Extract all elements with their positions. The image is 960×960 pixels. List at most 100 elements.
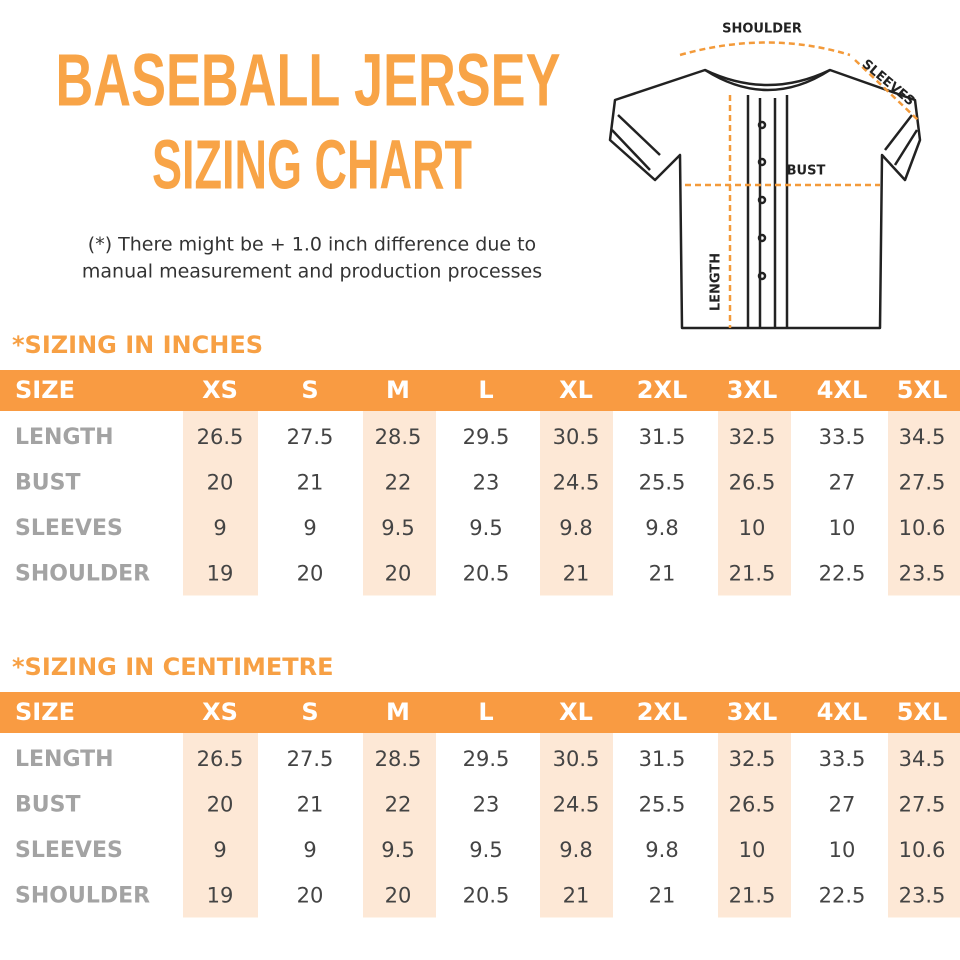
row-label: LENGTH bbox=[15, 747, 114, 772]
cell-value: 21 bbox=[297, 471, 324, 495]
cell-value: 26.5 bbox=[197, 747, 244, 771]
column-header: M bbox=[386, 698, 410, 726]
cell-value: 20 bbox=[385, 562, 412, 586]
cell-value: 20.5 bbox=[463, 562, 510, 586]
cell-value: 9.5 bbox=[469, 516, 502, 540]
cell-value: 9.5 bbox=[381, 838, 414, 862]
cell-value: 34.5 bbox=[899, 747, 946, 771]
row-label: SHOULDER bbox=[15, 562, 150, 587]
cell-value: 9.8 bbox=[559, 516, 592, 540]
cell-value: 20 bbox=[297, 562, 324, 586]
jersey-diagram bbox=[608, 41, 922, 330]
cell-value: 26.5 bbox=[729, 793, 776, 817]
cell-value: 10.6 bbox=[899, 838, 946, 862]
cell-value: 21 bbox=[563, 562, 590, 586]
cell-value: 9.8 bbox=[559, 838, 592, 862]
column-header: XS bbox=[202, 698, 238, 726]
cell-value: 23 bbox=[473, 471, 500, 495]
cell-value: 32.5 bbox=[729, 747, 776, 771]
column-header: SIZE bbox=[15, 698, 75, 726]
cell-value: 21 bbox=[649, 562, 676, 586]
column-header: 4XL bbox=[817, 376, 868, 404]
subtitle: SIZING CHART bbox=[152, 125, 472, 203]
cell-value: 31.5 bbox=[639, 747, 686, 771]
cell-value: 30.5 bbox=[553, 747, 600, 771]
diagram-label: LENGTH bbox=[709, 253, 724, 311]
column-header: 5XL bbox=[897, 698, 948, 726]
row-label: BUST bbox=[15, 793, 80, 818]
cell-value: 29.5 bbox=[463, 747, 510, 771]
column-header: XS bbox=[202, 376, 238, 404]
title: BASEBALL JERSEY bbox=[56, 39, 561, 122]
cell-value: 21.5 bbox=[729, 562, 776, 586]
cell-value: 23.5 bbox=[899, 562, 946, 586]
cell-value: 27.5 bbox=[899, 793, 946, 817]
cell-value: 28.5 bbox=[375, 425, 422, 449]
cell-value: 33.5 bbox=[819, 425, 866, 449]
cell-value: 9 bbox=[213, 838, 226, 862]
cell-value: 20 bbox=[207, 471, 234, 495]
cell-value: 25.5 bbox=[639, 793, 686, 817]
cell-value: 22.5 bbox=[819, 884, 866, 908]
column-header: S bbox=[301, 376, 318, 404]
cell-value: 21 bbox=[563, 884, 590, 908]
cell-value: 21 bbox=[297, 793, 324, 817]
column-header: S bbox=[301, 698, 318, 726]
column-header: L bbox=[478, 698, 493, 726]
column-header: 4XL bbox=[817, 698, 868, 726]
cell-value: 9.5 bbox=[469, 838, 502, 862]
column-header: 3XL bbox=[727, 376, 778, 404]
header-bar bbox=[0, 370, 960, 411]
row-label: BUST bbox=[15, 471, 80, 496]
cell-value: 20.5 bbox=[463, 884, 510, 908]
cell-value: 10 bbox=[829, 516, 856, 540]
cell-value: 27 bbox=[829, 793, 856, 817]
column-header: 5XL bbox=[897, 376, 948, 404]
cell-value: 10 bbox=[829, 838, 856, 862]
cell-value: 27 bbox=[829, 471, 856, 495]
cell-value: 22 bbox=[385, 471, 412, 495]
cell-value: 21.5 bbox=[729, 884, 776, 908]
cell-value: 28.5 bbox=[375, 747, 422, 771]
cell-value: 32.5 bbox=[729, 425, 776, 449]
diagram-label: BUST bbox=[787, 164, 826, 179]
row-label: SLEEVES bbox=[15, 516, 123, 541]
cell-value: 20 bbox=[385, 884, 412, 908]
column-header: XL bbox=[559, 698, 593, 726]
column-header: XL bbox=[559, 376, 593, 404]
column-header: L bbox=[478, 376, 493, 404]
cell-value: 21 bbox=[649, 884, 676, 908]
cell-value: 10 bbox=[739, 516, 766, 540]
cell-value: 20 bbox=[297, 884, 324, 908]
note-line: manual measurement and production proces… bbox=[82, 261, 542, 283]
cell-value: 24.5 bbox=[553, 471, 600, 495]
cell-value: 34.5 bbox=[899, 425, 946, 449]
cell-value: 27.5 bbox=[287, 425, 334, 449]
column-header: M bbox=[386, 376, 410, 404]
column-header: 3XL bbox=[727, 698, 778, 726]
cell-value: 10 bbox=[739, 838, 766, 862]
cell-value: 24.5 bbox=[553, 793, 600, 817]
cell-value: 26.5 bbox=[197, 425, 244, 449]
column-header: SIZE bbox=[15, 376, 75, 404]
table-heading: *SIZING IN CENTIMETRE bbox=[12, 653, 334, 681]
cell-value: 22.5 bbox=[819, 562, 866, 586]
cell-value: 23 bbox=[473, 793, 500, 817]
cell-value: 19 bbox=[207, 884, 234, 908]
column-header: 2XL bbox=[637, 698, 688, 726]
cell-value: 27.5 bbox=[899, 471, 946, 495]
cell-value: 31.5 bbox=[639, 425, 686, 449]
row-label: LENGTH bbox=[15, 425, 114, 450]
cell-value: 9.8 bbox=[645, 516, 678, 540]
cell-value: 23.5 bbox=[899, 884, 946, 908]
cell-value: 33.5 bbox=[819, 747, 866, 771]
cell-value: 22 bbox=[385, 793, 412, 817]
row-label: SLEEVES bbox=[15, 838, 123, 863]
diagram-label: SHOULDER bbox=[722, 22, 802, 37]
cell-value: 9 bbox=[213, 516, 226, 540]
row-label: SHOULDER bbox=[15, 884, 150, 909]
cell-value: 30.5 bbox=[553, 425, 600, 449]
cell-value: 9.5 bbox=[381, 516, 414, 540]
cell-value: 26.5 bbox=[729, 471, 776, 495]
